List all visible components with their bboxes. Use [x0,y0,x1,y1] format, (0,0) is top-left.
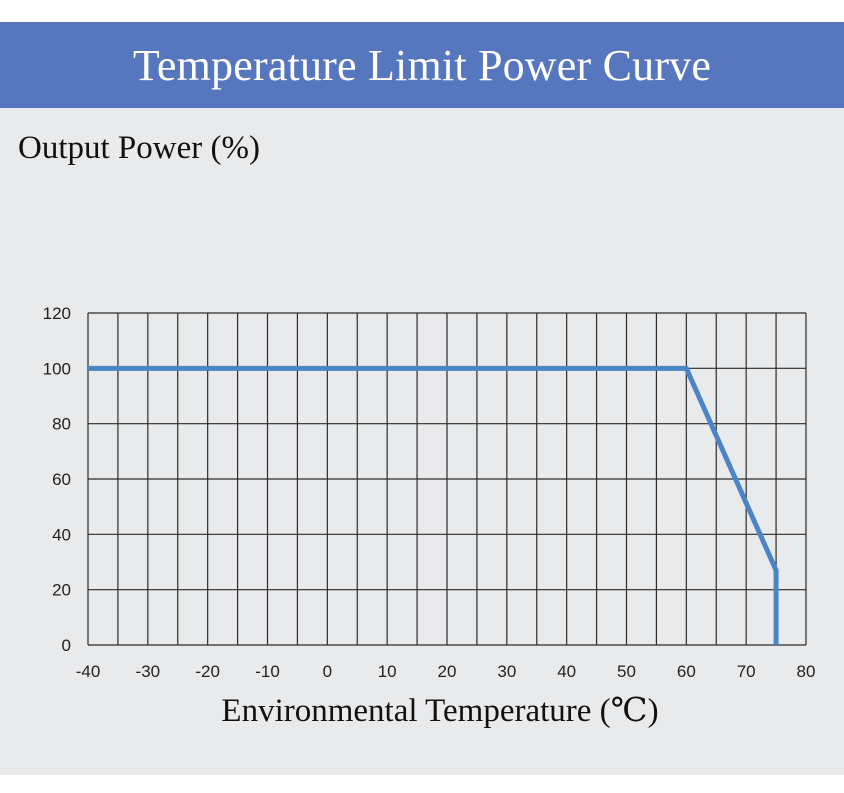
x-tick-label: 70 [737,662,756,681]
y-tick-label: 0 [62,636,71,655]
x-tick-label: -20 [195,662,220,681]
x-tick-label: 40 [557,662,576,681]
y-tick-label: 20 [52,581,71,600]
chart-title: Temperature Limit Power Curve [132,40,712,90]
x-tick-label: -10 [255,662,280,681]
series-line [88,365,779,645]
x-tick-label: 50 [617,662,636,681]
x-tick-label: 20 [438,662,457,681]
chart-plot: 0 20 40 60 80 100 120 -40 -30 -20 -10 0 10 20 30 40 50 6… [43,304,816,681]
y-tick-label: 60 [52,470,71,489]
x-tick-label: 80 [797,662,816,681]
series [88,365,779,645]
y-tick-label: 120 [43,304,71,323]
x-axis-title: Environmental Temperature (℃) [221,693,659,729]
x-tick-label: 60 [677,662,696,681]
chart-panel: Temperature Limit Power Curve Output Pow… [0,22,844,775]
x-tick-label: 10 [378,662,397,681]
x-tick-labels: -40 -30 -20 -10 0 10 20 30 40 50 60 70 80 [76,662,816,681]
grid [87,312,807,646]
y-axis-title: Output Power (%) [18,130,260,166]
y-tick-label: 80 [52,415,71,434]
x-tick-label: 30 [497,662,516,681]
y-tick-label: 100 [43,359,71,378]
y-tick-label: 40 [52,525,71,544]
x-tick-label: -30 [136,662,161,681]
title-bar: Temperature Limit Power Curve [0,22,844,108]
y-tick-labels: 0 20 40 60 80 100 120 [43,304,71,655]
x-tick-label: 0 [323,662,332,681]
x-tick-label: -40 [76,662,101,681]
